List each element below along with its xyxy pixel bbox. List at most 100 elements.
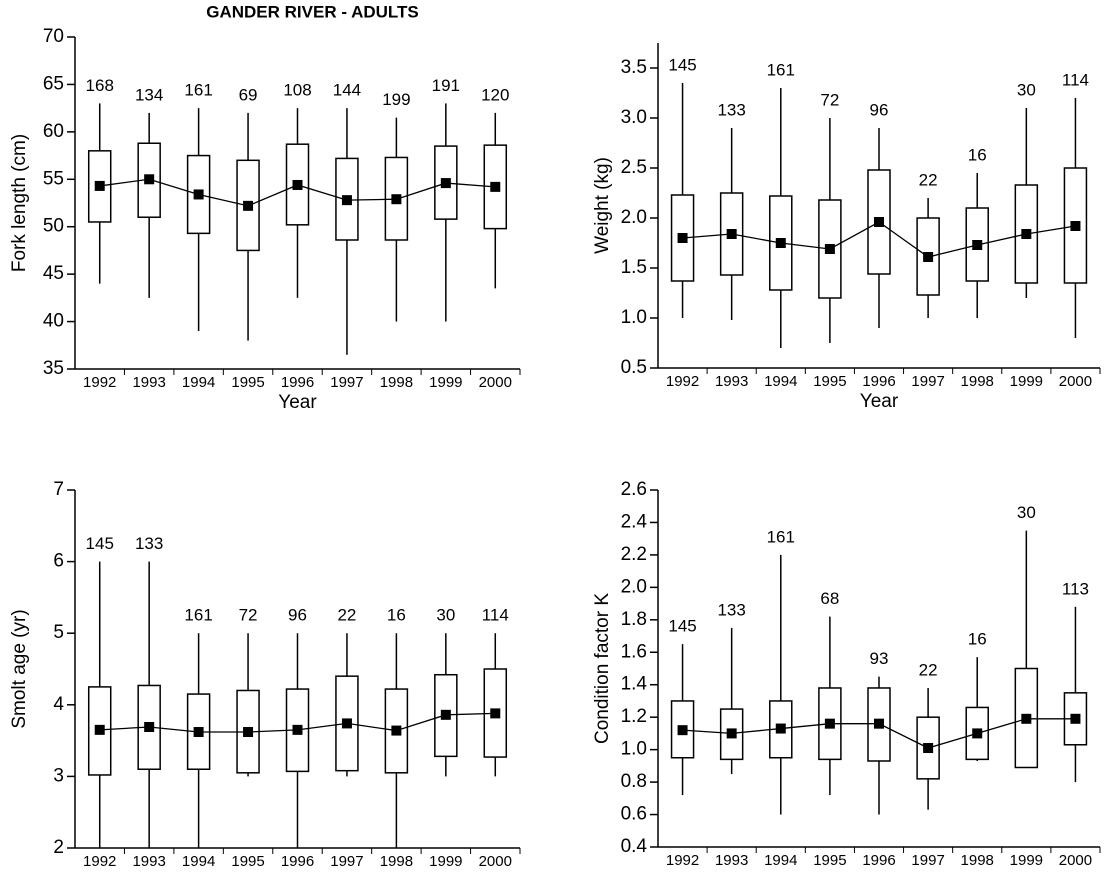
y-axis-label: Condition factor K [592,593,613,744]
x-tick-label: 1997 [330,853,363,870]
x-tick-label: 1994 [764,852,797,869]
x-tick-label: 1995 [231,853,264,870]
mean-marker [824,244,835,254]
n-label: 96 [870,100,889,119]
n-label: 114 [1062,70,1089,89]
y-tick-label: 1.0 [621,307,647,328]
y-tick-label: 35 [43,358,64,379]
mean-marker [94,180,105,191]
x-tick-label: 1992 [83,374,116,391]
x-tick-label: 1999 [429,853,462,870]
box [236,159,260,252]
mean-marker [972,728,983,739]
box [335,675,359,772]
box [965,207,989,282]
mean-marker [490,181,501,192]
x-tick-label: 1997 [911,852,944,869]
y-tick-label: 2.2 [621,544,647,565]
x-tick-label: 1996 [281,853,314,870]
box [916,716,940,780]
x-tick-label: 1992 [666,373,699,390]
mean-marker [923,743,934,754]
y-tick-label: 1.6 [621,641,647,662]
x-tick-label: 1996 [862,373,895,390]
n-label: 30 [1017,80,1036,99]
x-tick-label: 2000 [479,853,512,870]
mean-marker [144,174,155,185]
y-tick-label: 1.8 [621,609,647,630]
mean-marker [440,178,451,189]
x-tick-label: 1993 [715,852,748,869]
mean-line [682,221,1076,258]
mean-marker [1021,713,1032,724]
n-label: 96 [288,606,307,625]
mean-marker [243,727,254,738]
mean-marker [292,179,303,190]
n-label: 22 [337,606,356,625]
mean-marker [726,728,737,739]
x-tick-label: 1999 [429,374,462,391]
n-label: 68 [820,589,839,608]
n-label: 69 [239,85,258,104]
y-tick-label: 2.0 [621,207,647,228]
n-label: 30 [1017,503,1036,522]
box [87,150,112,223]
n-label: 114 [482,606,509,625]
x-axis-label: Year [860,870,899,872]
mean-marker [726,229,737,239]
x-tick-label: 1998 [961,852,994,869]
box [384,688,409,774]
x-tick-label: 1999 [1010,852,1043,869]
box [818,199,842,299]
n-label: 199 [382,90,410,109]
mean-marker [972,240,983,250]
box [1014,667,1039,769]
y-axis-label: Smolt age (yr) [9,609,30,728]
mean-marker [775,238,786,248]
y-tick-label: 65 [43,73,64,94]
box [719,192,744,276]
n-label: 22 [919,170,938,189]
y-axis-label: Fork length (cm) [9,134,30,272]
n-label: 161 [767,527,795,546]
x-tick-label: 1992 [83,853,116,870]
box [434,673,458,758]
mean-marker [824,718,835,729]
n-label: 22 [919,660,938,679]
n-label: 168 [86,76,114,95]
mean-marker [341,718,352,729]
n-label: 72 [820,90,839,109]
box [186,154,211,235]
y-tick-label: 2 [53,837,64,858]
n-label: 133 [135,534,163,553]
y-tick-label: 7 [53,479,64,500]
mean-marker [243,200,254,211]
n-label: 113 [1062,579,1089,598]
box [670,194,695,282]
x-tick-label: 1995 [813,852,846,869]
mean-marker [923,252,934,262]
y-tick-label: 1.4 [621,674,648,695]
box [1014,184,1039,284]
n-label: 72 [239,606,258,625]
n-label: 30 [436,606,455,625]
n-label: 16 [968,630,987,649]
n-label: 145 [668,55,696,74]
x-tick-label: 1998 [961,373,994,390]
n-label: 93 [870,649,889,668]
y-tick-label: 0.8 [621,771,647,792]
mean-marker [490,708,501,719]
box [719,708,744,761]
n-label: 161 [767,60,795,79]
n-label: 16 [968,145,987,164]
n-label: 145 [668,617,696,636]
y-tick-label: 40 [43,311,64,332]
box [285,143,310,226]
n-label: 133 [717,600,745,619]
x-tick-label: 1996 [862,852,895,869]
box [483,668,508,758]
n-label: 133 [717,100,745,119]
y-tick-label: 4 [53,694,64,715]
y-tick-label: 2.6 [621,479,647,500]
mean-marker [341,195,352,206]
